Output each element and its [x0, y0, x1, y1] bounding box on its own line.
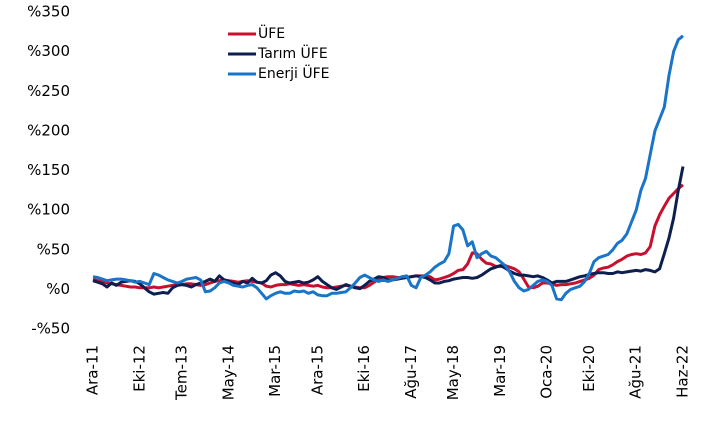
x-tick-label: Ağu-21 — [627, 345, 645, 399]
legend-label: Enerji ÜFE — [258, 64, 329, 82]
y-tick-label: %0 — [46, 280, 70, 298]
y-tick-label: -%50 — [31, 320, 70, 338]
x-tick-label: Mar-19 — [491, 345, 509, 397]
x-tick-label: Eki-16 — [355, 345, 373, 392]
y-tick-label: %250 — [27, 82, 70, 100]
y-tick-label: %300 — [27, 42, 70, 60]
y-tick-label: %100 — [27, 201, 70, 219]
x-tick-label: Haz-22 — [674, 345, 692, 398]
x-tick-label: Oca-20 — [538, 345, 556, 399]
y-tick-label: %50 — [37, 240, 70, 258]
x-tick-label: Tem-13 — [172, 345, 190, 401]
legend-label: Tarım ÜFE — [257, 44, 328, 62]
x-tick-label: Eki-12 — [130, 345, 148, 392]
y-tick-label: %200 — [27, 121, 70, 139]
x-tick-label: Eki-20 — [580, 345, 598, 392]
y-tick-label: %150 — [27, 161, 70, 179]
x-tick-label: Ağu-17 — [402, 345, 420, 399]
x-tick-label: Mar-15 — [266, 345, 284, 397]
series-line — [92, 34, 684, 302]
x-tick-label: Ara-11 — [84, 345, 102, 395]
x-tick-label: May-14 — [219, 345, 237, 400]
x-tick-label: Ara-15 — [308, 345, 326, 395]
x-tick-label: May-18 — [444, 345, 462, 400]
legend-label: ÜFE — [258, 24, 285, 42]
y-tick-label: %350 — [27, 3, 70, 21]
